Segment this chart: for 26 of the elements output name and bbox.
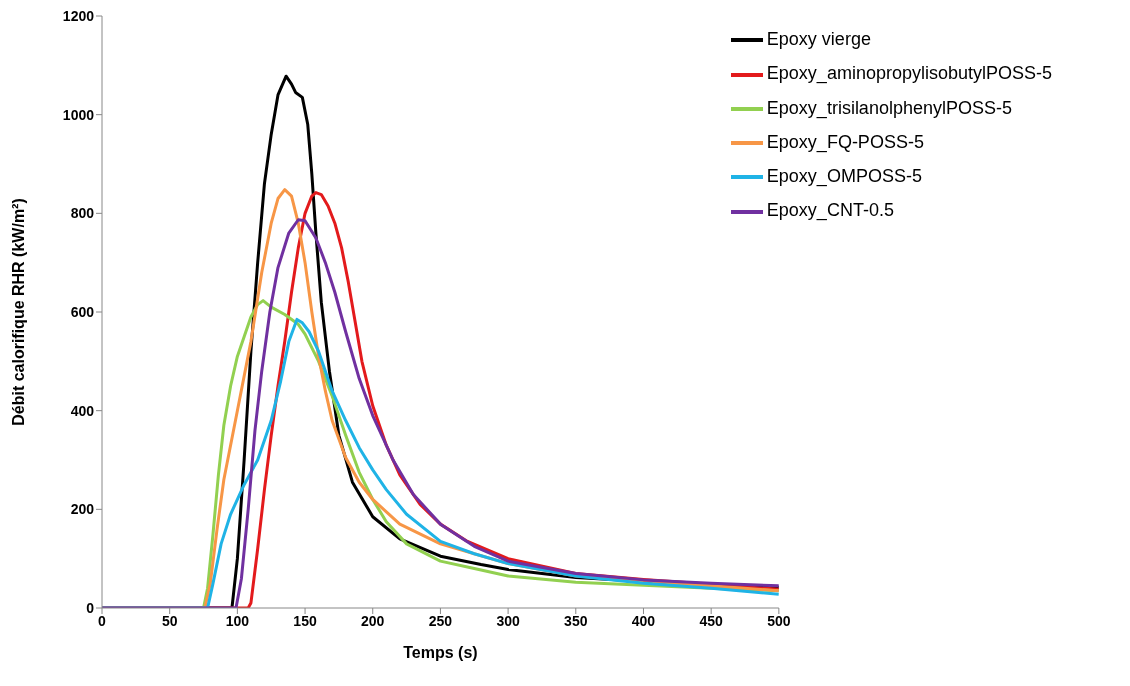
x-tick-label: 400 <box>631 612 656 629</box>
x-tick-label: 200 <box>361 612 385 629</box>
legend-label: Epoxy_trisilanolphenylPOSS-5 <box>766 97 1012 118</box>
x-axis-title: Temps (s) <box>403 644 478 661</box>
x-tick-label: 0 <box>98 612 107 629</box>
legend-label: Epoxy_CNT-0.5 <box>766 200 894 221</box>
x-tick-label: 450 <box>699 612 724 629</box>
x-tick-label: 300 <box>496 612 520 629</box>
y-axis-title: Débit calorifique RHR (kW/m²) <box>9 198 27 426</box>
y-tick-label: 200 <box>70 501 95 518</box>
legend-label: Epoxy_OMPOSS-5 <box>766 166 922 186</box>
x-tick-label: 350 <box>564 612 588 629</box>
legend-label: Epoxy vierge <box>766 29 871 49</box>
y-tick-label: 0 <box>86 599 95 616</box>
legend-label: Epoxy_aminopropylisobutylPOSS-5 <box>766 63 1052 84</box>
x-tick-label: 100 <box>225 612 250 629</box>
x-tick-label: 50 <box>161 612 178 629</box>
y-tick-label: 400 <box>70 402 95 419</box>
x-tick-label: 500 <box>767 612 791 629</box>
y-tick-label: 800 <box>70 205 95 222</box>
y-tick-label: 1000 <box>62 106 95 123</box>
y-tick-label: 1200 <box>62 7 95 24</box>
legend-label: Epoxy_FQ-POSS-5 <box>766 131 924 152</box>
x-tick-label: 250 <box>428 612 453 629</box>
x-tick-label: 150 <box>293 612 317 629</box>
y-tick-label: 600 <box>70 303 95 320</box>
